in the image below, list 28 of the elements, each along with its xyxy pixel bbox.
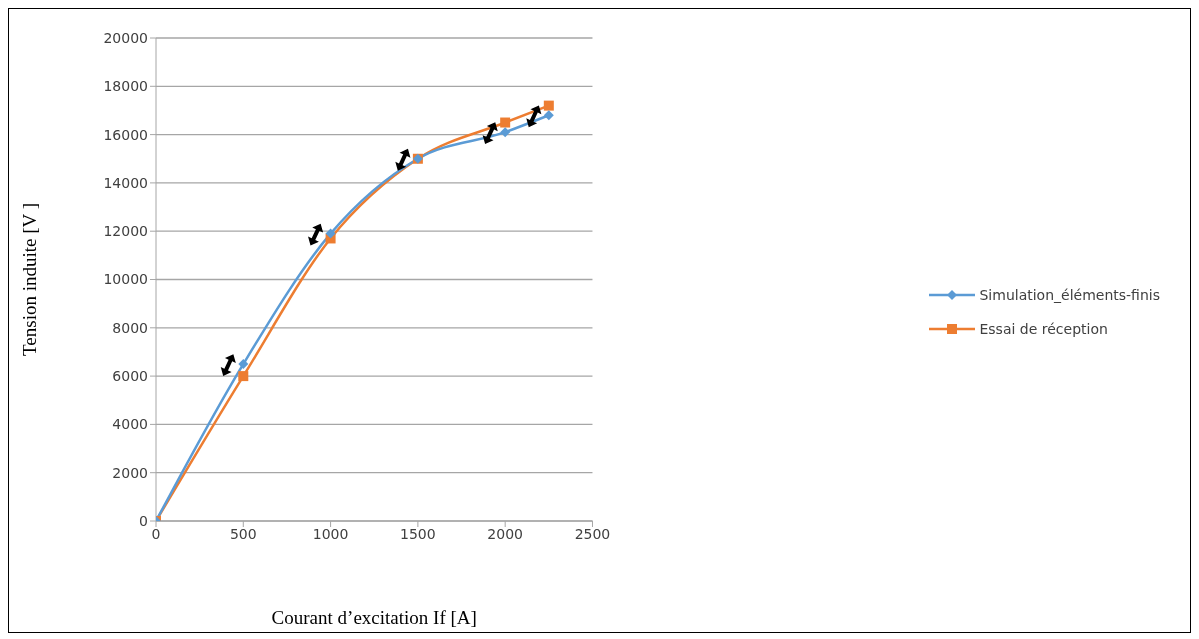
- y-tick-label: 16000: [103, 126, 148, 143]
- point: [543, 110, 554, 121]
- point: [238, 359, 249, 370]
- y-tick-label: 20000: [103, 29, 148, 46]
- x-axis-title: Courant d’excitation If [A]: [271, 607, 477, 628]
- legend-label: Essai de réception: [979, 320, 1108, 337]
- y-tick-label: 10000: [103, 271, 148, 288]
- y-tick-label: 12000: [103, 223, 148, 240]
- point: [500, 127, 511, 138]
- point: [500, 117, 511, 128]
- point: [238, 371, 249, 382]
- x-tick-label: 500: [229, 525, 257, 542]
- x-tick-label: 2000: [487, 525, 523, 542]
- y-tick-label: 18000: [103, 78, 148, 95]
- x-tick-label: 1500: [400, 525, 436, 542]
- y-tick-label: 6000: [112, 368, 148, 385]
- x-tick-label: 2500: [574, 525, 611, 542]
- x-tick-label: 1000: [312, 525, 349, 542]
- point: [325, 228, 336, 239]
- x-tick-label: 0: [151, 525, 161, 542]
- y-tick-label: 2000: [112, 464, 148, 481]
- y-tick-label: 8000: [112, 319, 148, 336]
- legend-label: Simulation_éléments-finis: [979, 286, 1160, 303]
- y-tick-label: 14000: [103, 174, 148, 191]
- y-tick-label: 0: [139, 512, 148, 529]
- y-tick-label: 4000: [112, 416, 148, 433]
- point: [543, 100, 554, 111]
- y-axis-title: Tension induite [V ]: [18, 203, 40, 356]
